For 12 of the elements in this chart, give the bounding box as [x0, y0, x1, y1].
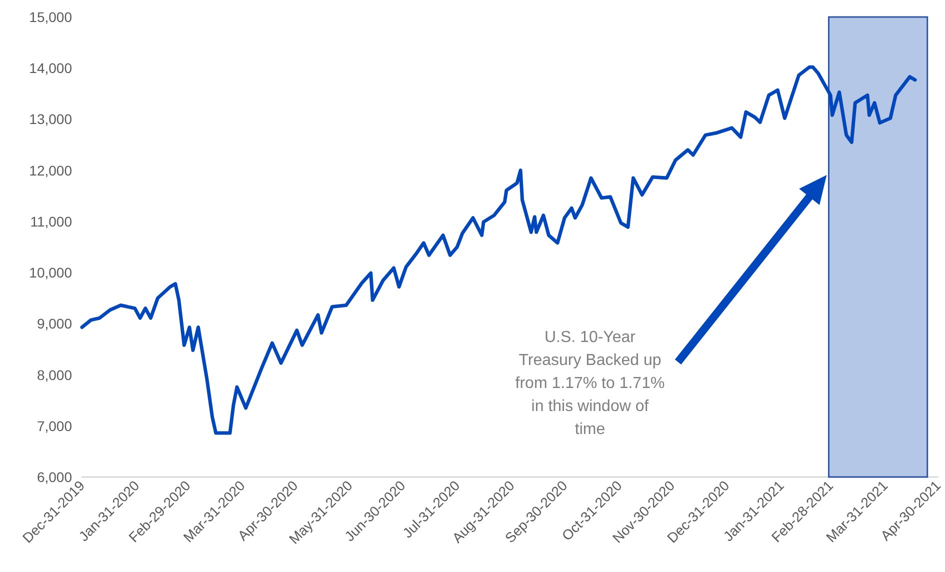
y-tick-label: 15,000	[29, 9, 72, 25]
annotation: U.S. 10-Year Treasury Backed up from 1.17% to 1.71% in this window of time	[514, 328, 666, 440]
y-tick-label: 14,000	[29, 60, 72, 76]
y-tick-label: 11,000	[30, 213, 72, 230]
y-tick-label: 8,000	[36, 366, 72, 383]
line-series	[80, 65, 917, 435]
y-tick-label: 13,000	[29, 111, 72, 128]
y-tick-label: 12,000	[29, 162, 72, 178]
y-tick-label: 10,000	[29, 264, 72, 281]
y-tick-label: 6,000	[36, 469, 72, 485]
y-tick-label: 9,000	[36, 316, 72, 332]
y-tick-label: 7,000	[36, 418, 72, 434]
